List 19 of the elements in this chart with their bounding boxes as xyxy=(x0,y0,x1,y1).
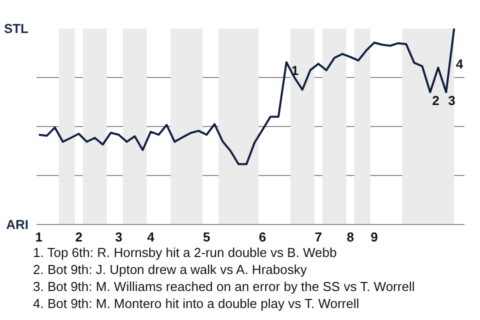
text: 4. Bot 9th: M. Montero hit into a double play vs T. Worrell xyxy=(33,296,360,311)
text: 3. Bot 9th: M. Williams reached on an error by the SS vs T. Worrell xyxy=(33,279,415,294)
annotation: 3 xyxy=(448,93,456,108)
annotation: 2 xyxy=(432,93,440,108)
text: STL xyxy=(4,21,29,36)
x-tick-label: 9 xyxy=(370,230,378,244)
annotation: 4 xyxy=(456,56,464,72)
text: 1. Top 6th: R. Hornsby hit a 2-run double vs B. Webb xyxy=(33,245,337,260)
x-tick-label: 7 xyxy=(314,230,322,244)
x-tick-label: 6 xyxy=(258,230,266,244)
x-tick-label: 4 xyxy=(147,230,156,244)
x-tick-label: 2 xyxy=(75,230,82,244)
x-tick-label: 1 xyxy=(35,230,43,244)
annotation: 1 xyxy=(291,63,299,78)
x-tick-label: 5 xyxy=(202,230,210,244)
text: 2. Bot 9th: J. Upton drew a walk vs A. Hrabosky xyxy=(33,262,307,277)
x-tick-label: 8 xyxy=(346,230,354,244)
x-tick-label: 3 xyxy=(115,230,122,244)
text: ARI xyxy=(6,217,28,232)
